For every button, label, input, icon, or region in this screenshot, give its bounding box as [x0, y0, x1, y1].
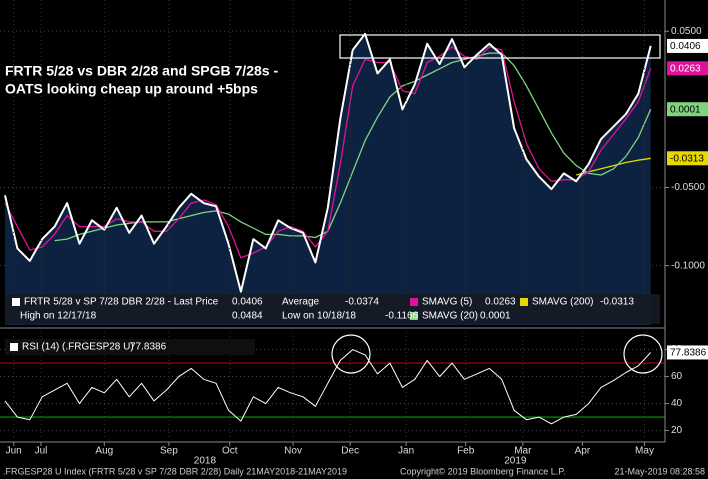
- x-tick-label: Jan: [398, 446, 414, 457]
- legend-stat-label: Average: [282, 297, 320, 308]
- legend-label: SMAVG (5): [422, 297, 472, 308]
- x-tick-label: Feb: [457, 446, 475, 457]
- x-tick-label: Nov: [284, 446, 302, 457]
- x-tick-label: Jun: [6, 446, 22, 457]
- legend-stat-value: 0.0484: [232, 311, 263, 322]
- annotation: OATS looking cheap up around +5bps: [5, 81, 258, 97]
- highlight-circle: [331, 334, 371, 374]
- x-tick-label: Jul: [35, 446, 48, 457]
- legend-swatch: [12, 298, 20, 306]
- value-label-box: [667, 38, 708, 53]
- y-tick-label: -0.0500: [671, 182, 705, 193]
- value-label: 0.0263: [670, 63, 701, 74]
- x-tick-label: Mar: [514, 446, 532, 457]
- legend-value: 77.8386: [130, 342, 167, 353]
- x-tick-label: Oct: [222, 446, 238, 457]
- legend-swatch: [410, 298, 418, 306]
- annotation: FRTR 5/28 vs DBR 2/28 and SPGB 7/28s -: [5, 63, 278, 79]
- footer: 21-May-2019 08:28:58: [614, 466, 705, 476]
- x-year-label: 2019: [504, 456, 527, 467]
- value-label: -0.0313: [670, 153, 704, 164]
- line: [54, 52, 652, 242]
- legend-value: 0.0263: [485, 297, 516, 308]
- legend-value: -0.0313: [600, 297, 634, 308]
- y-tick-label: -0.1000: [671, 260, 705, 271]
- value-label-box: [667, 61, 708, 76]
- legend-value: 0.0001: [480, 311, 511, 322]
- legend-value: 0.0406: [232, 297, 263, 308]
- x-tick-label: Sep: [160, 446, 178, 457]
- legend-swatch: [410, 312, 418, 320]
- legend-label: FRTR 5/28 v SP 7/28 DBR 2/28 - Last Pric…: [24, 297, 219, 308]
- legend-label: RSI (14) (.FRGESP28 U): [22, 342, 134, 353]
- legend-stat-label: High on 12/17/18: [20, 311, 97, 322]
- line: [4, 46, 652, 259]
- y-tick-label: 40: [671, 398, 683, 409]
- legend-label: SMAVG (20): [422, 311, 478, 322]
- legend-label: SMAVG (200): [532, 297, 594, 308]
- y-tick-label: 20: [671, 425, 683, 436]
- x-tick-label: May: [635, 446, 654, 457]
- area: [5, 33, 651, 326]
- legend-stat-value: -0.1166: [385, 311, 419, 322]
- highlight-circle: [623, 334, 663, 374]
- value-label-box: [667, 151, 708, 166]
- legend-stat-label: Low on 10/18/18: [282, 311, 356, 322]
- y-tick-label: 0.0500: [671, 26, 702, 37]
- x-tick-label: Dec: [341, 446, 359, 457]
- value-label: 77.8386: [670, 348, 707, 359]
- value-label-box: [667, 345, 708, 360]
- value-label-box: [667, 102, 708, 117]
- x-tick-label: Aug: [95, 446, 113, 457]
- highlight-box: [339, 34, 661, 59]
- line: [4, 32, 652, 293]
- legend-box: [5, 294, 660, 324]
- y-tick-label: 60: [671, 371, 683, 382]
- footer: Copyright© 2019 Bloomberg Finance L.P.: [400, 466, 566, 476]
- footer: .FRGESP28 U Index (FRTR 5/28 v SP 7/28 D…: [3, 466, 347, 476]
- legend-swatch: [520, 298, 528, 306]
- value-label: 0.0406: [670, 41, 701, 52]
- legend-stat-value: -0.0374: [345, 297, 379, 308]
- x-year-label: 2018: [194, 456, 217, 467]
- legend-box: [5, 339, 255, 355]
- line: [4, 349, 652, 425]
- legend-swatch: [10, 343, 18, 351]
- value-label: 0.0001: [670, 104, 701, 115]
- x-tick-label: Apr: [575, 446, 591, 457]
